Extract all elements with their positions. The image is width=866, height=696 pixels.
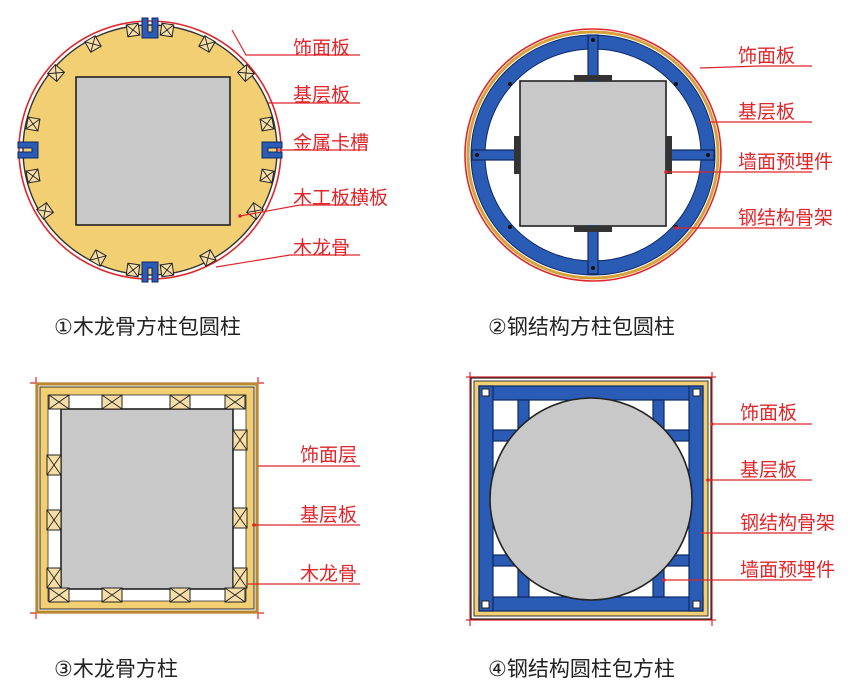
caption-diagram-2: ②钢结构方柱包圆柱: [488, 315, 675, 339]
facing-board: [470, 377, 712, 620]
label-steel-frame: 钢结构骨架: [738, 207, 833, 229]
label-wood-keel: 木龙骨: [293, 237, 350, 259]
label-wall-embedded-part: 墙面预埋件: [738, 151, 833, 173]
label-wall-embedded-part: 墙面预埋件: [740, 559, 835, 581]
label-facing-board: 饰面板: [293, 37, 350, 59]
metal-clip-slots: [17, 17, 283, 283]
facing-layer: [35, 382, 259, 614]
base-board-ring: [466, 30, 720, 280]
bolt-marks: [475, 38, 710, 270]
caption-diagram-3: ③木龙骨方柱: [54, 657, 178, 681]
concrete-square-column: [60, 408, 234, 590]
label-base-board: 基层板: [740, 459, 797, 481]
label-steel-frame: 钢结构骨架: [740, 512, 835, 534]
label-wood-keel: 木龙骨: [300, 563, 357, 585]
label-base-board: 基层板: [738, 101, 795, 123]
diagram-3: 饰面层 基层板 木龙骨 ③木龙骨方柱: [30, 377, 360, 681]
diagram-4: 饰面板 基层板 钢结构骨架 墙面预埋件 ④钢结构圆柱包方柱: [466, 372, 835, 681]
facing-board-ring: [464, 28, 722, 282]
bolt-marks: [481, 388, 701, 609]
steel-frame-members: [471, 34, 715, 275]
label-facing-board: 饰面板: [738, 45, 795, 67]
label-plywood-cross-board: 木工板横板: [293, 187, 388, 209]
label-base-board: 基层板: [300, 504, 357, 526]
concrete-round-column: [489, 397, 693, 601]
label-facing-layer: 饰面层: [300, 444, 357, 466]
label-facing-board: 饰面板: [740, 402, 797, 424]
diagram-1: 饰面板 基层板 金属卡槽 木工板横板 木龙骨 ①木龙骨方柱包圆柱: [17, 17, 388, 339]
concrete-square-column: [75, 76, 231, 226]
diagram-2: 饰面板 基层板 墙面预埋件 钢结构骨架 ②钢结构方柱包圆柱: [464, 28, 833, 339]
caption-diagram-1: ①木龙骨方柱包圆柱: [54, 315, 241, 339]
caption-diagram-4: ④钢结构圆柱包方柱: [488, 657, 675, 681]
label-metal-clip-slot: 金属卡槽: [293, 132, 369, 154]
dimension-lines: [466, 372, 716, 626]
concrete-square-column: [519, 80, 667, 227]
label-base-board: 基层板: [293, 84, 350, 106]
